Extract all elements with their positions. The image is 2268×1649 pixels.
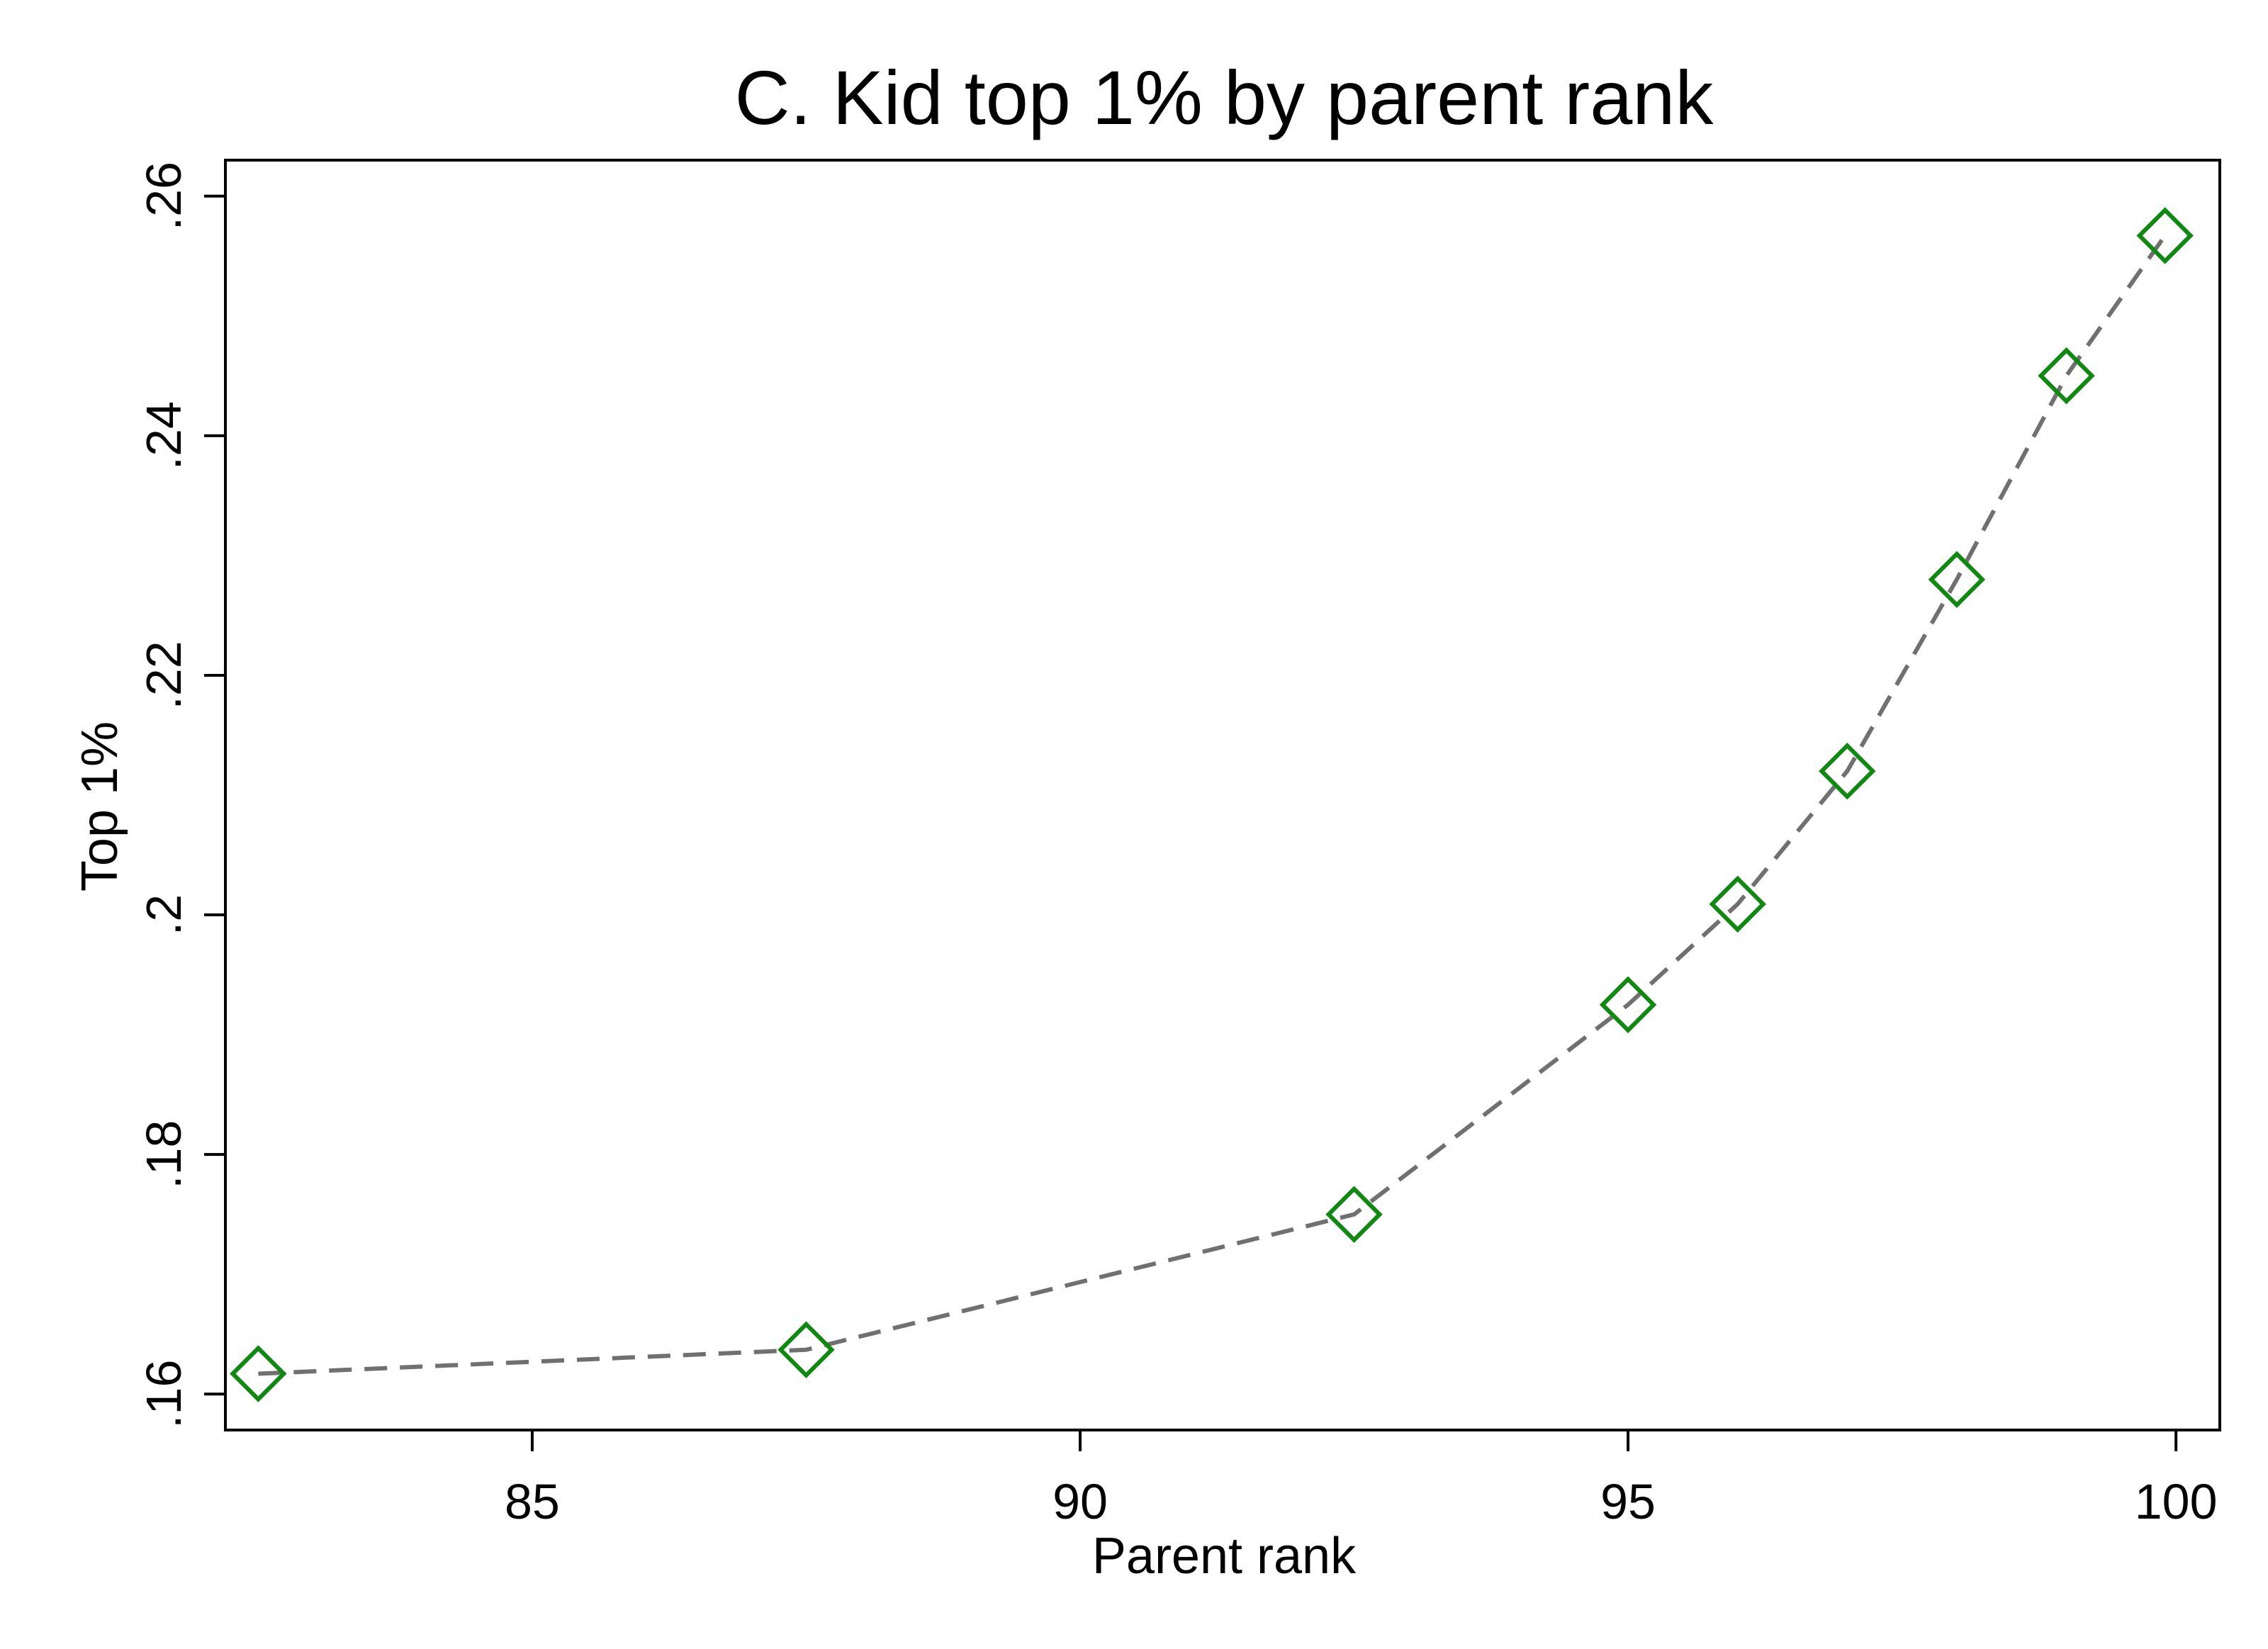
- labels-layer: C. Kid top 1% by parent rank Parent rank…: [72, 55, 1714, 1585]
- x-tick-label: 100: [2135, 1474, 2218, 1529]
- plot-frame: [224, 159, 2221, 1431]
- x-axis-title: Parent rank: [1092, 1528, 1357, 1585]
- y-tick-label: .16: [136, 1360, 191, 1429]
- data-point-marker: [1325, 1186, 1383, 1243]
- y-tick-label: .18: [136, 1120, 191, 1189]
- data-point-marker: [230, 1345, 287, 1402]
- x-tick-label: 85: [505, 1474, 560, 1529]
- axes-layer: 85 90 95 100 .16 .18 .2 .22 .24 .26: [136, 159, 2221, 1529]
- series-line: [258, 234, 2167, 1376]
- chart-title: C. Kid top 1% by parent rank: [735, 55, 1714, 140]
- y-tick-label: .22: [136, 641, 191, 709]
- data-point-marker: [1928, 551, 1986, 608]
- series-layer: [230, 207, 2194, 1402]
- data-point-marker: [1599, 976, 1657, 1034]
- y-axis-title: Top 1%: [72, 721, 128, 891]
- y-tick-label: .24: [136, 401, 191, 470]
- data-point-marker: [2038, 347, 2095, 405]
- x-tick-label: 90: [1052, 1474, 1108, 1529]
- data-point-marker: [777, 1321, 835, 1378]
- data-point-marker: [1819, 742, 1876, 800]
- data-point-marker: [1709, 875, 1766, 933]
- x-tick-label: 95: [1600, 1474, 1656, 1529]
- data-point-marker: [2136, 207, 2194, 264]
- y-tick-label: .2: [136, 894, 191, 935]
- y-tick-label: .26: [136, 162, 191, 230]
